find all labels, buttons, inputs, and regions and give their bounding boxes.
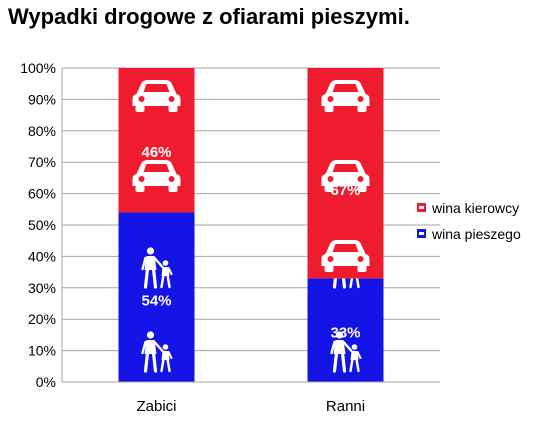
legend-label: wina kierowcy: [431, 200, 519, 216]
legend-item: wina pieszego: [417, 226, 521, 242]
legend-item: wina kierowcy: [417, 200, 519, 216]
car-icon: [132, 160, 181, 192]
y-tick-label: 20%: [28, 311, 56, 327]
bar-icons: [132, 80, 181, 192]
x-tick-label: Ranni: [326, 398, 365, 415]
pedestrian-icon: [141, 247, 173, 289]
y-tick-label: 30%: [28, 280, 56, 296]
y-tick-label: 90%: [28, 91, 56, 107]
bar-group-zabici: 54% 46%: [118, 68, 195, 382]
y-tick-label: 0%: [36, 374, 56, 390]
y-tick-label: 60%: [28, 186, 56, 202]
x-axis: Zabici Ranni: [62, 381, 440, 415]
data-label: 54%: [141, 293, 171, 310]
y-axis: 0% 10% 20% 30% 40% 50% 60% 70% 80% 90% 100%: [20, 60, 63, 390]
y-tick-label: 100%: [20, 60, 56, 76]
data-label: 33%: [330, 324, 360, 341]
bar-segment: 46%: [118, 68, 195, 213]
y-tick-label: 80%: [28, 123, 56, 139]
data-label: 46%: [141, 144, 171, 161]
bar-segment: 54%: [118, 212, 195, 382]
pedestrian-icon: [332, 278, 360, 289]
chart-title: Wypadki drogowe z ofiarami pieszymi.: [8, 4, 410, 29]
bars: 54% 46% 33% 67%: [118, 68, 384, 382]
car-icon: [321, 240, 370, 272]
legend-label: wina pieszego: [431, 226, 521, 242]
bar: [307, 278, 384, 382]
bar-group-ranni: 33% 67%: [307, 68, 384, 382]
car-icon: [132, 80, 181, 112]
data-label: 67%: [330, 182, 360, 199]
x-tick-label: Zabici: [136, 398, 176, 415]
bar-icons: [321, 80, 370, 272]
car-icon: [321, 80, 370, 112]
legend: wina kierowcy wina pieszego: [417, 200, 521, 242]
y-tick-label: 50%: [28, 217, 56, 233]
bar-segment: 33%: [307, 278, 384, 382]
y-tick-label: 70%: [28, 154, 56, 170]
bar-icons: [141, 247, 173, 373]
car-icon: [321, 160, 370, 192]
y-tick-label: 10%: [28, 343, 56, 359]
bar-icons: [330, 278, 362, 373]
y-tick-label: 40%: [28, 248, 56, 264]
pedestrian-icon: [141, 331, 173, 373]
bar-segment: 67%: [307, 68, 384, 279]
pedestrian-icon: [330, 331, 362, 373]
bar: [118, 212, 195, 382]
